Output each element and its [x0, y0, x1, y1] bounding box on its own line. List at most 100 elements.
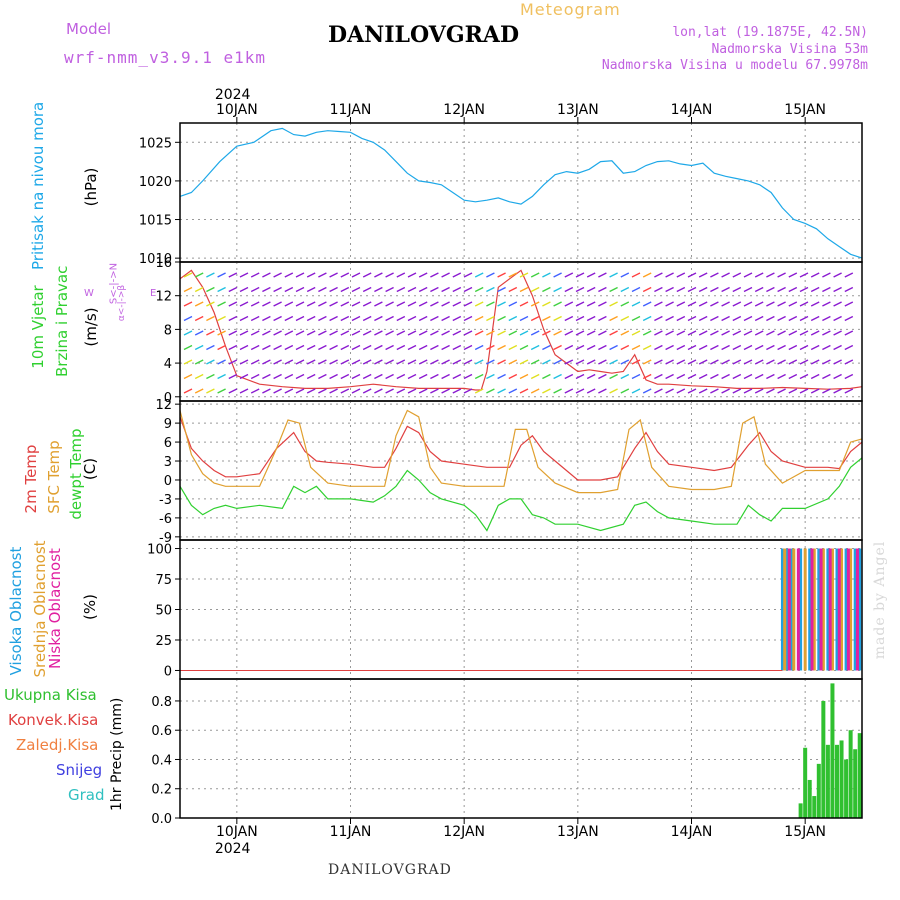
wind-arrow	[743, 388, 753, 394]
wind-arrow	[609, 359, 618, 365]
wind-arrow	[418, 330, 428, 336]
bar-cloud_high	[826, 548, 830, 671]
series-line-sfc_temp	[179, 409, 863, 494]
wind-arrow	[687, 344, 697, 351]
wind-arrow	[687, 359, 697, 365]
wind-arrow	[508, 373, 518, 380]
wind-arrow	[676, 344, 686, 351]
day-label-bottom: 14JAN	[671, 824, 713, 840]
wind-arrow	[194, 286, 204, 293]
wind-arrow	[609, 301, 618, 307]
y-tick-label: 1010	[139, 252, 172, 267]
wind-arrow	[721, 330, 730, 336]
wind-arrow	[374, 344, 383, 351]
bottom-title: DANILOVGRAD	[328, 862, 452, 878]
bar-cloud_mid	[783, 548, 787, 671]
bar-cloud_high	[785, 548, 789, 671]
wind-arrow	[217, 272, 226, 278]
wind-arrow	[239, 330, 249, 336]
wind-arrow	[698, 359, 708, 365]
wind-arrow	[530, 286, 540, 293]
wind-arrow	[553, 373, 562, 380]
wind-arrow	[810, 272, 820, 278]
wind-arrow	[687, 272, 697, 278]
day-label-top: 11JAN	[330, 102, 372, 118]
wind-arrow	[329, 330, 338, 336]
wind-arrow	[654, 301, 663, 307]
wind-arrow	[362, 373, 372, 380]
wind-arrow	[766, 373, 775, 380]
wind-arrow	[676, 359, 686, 365]
wind-arrow	[553, 388, 562, 394]
bar-precip_total	[821, 700, 826, 818]
wind-arrow	[743, 272, 753, 278]
wind-arrow	[497, 344, 506, 351]
wind-arrow	[306, 272, 316, 278]
wind-arrow	[239, 286, 249, 293]
day-label-bottom: 13JAN	[557, 824, 599, 840]
wind-arrow	[777, 272, 786, 278]
wind-arrow	[642, 330, 652, 336]
wind-arrow	[788, 330, 798, 336]
wind-arrow	[564, 344, 574, 351]
wind-arrow	[318, 301, 327, 307]
wind-arrow	[385, 330, 394, 336]
bar-cloud_low	[810, 548, 814, 671]
wind-arrow	[777, 359, 786, 365]
wind-arrow	[474, 286, 484, 293]
wind-arrow	[407, 373, 417, 380]
wind-arrow	[430, 388, 439, 394]
wind-arrow	[284, 286, 294, 293]
wind-arrow	[374, 388, 383, 394]
wind-arrow	[206, 301, 215, 307]
wind-arrow	[295, 330, 305, 336]
wind-arrow	[553, 272, 562, 278]
wind-arrow	[698, 344, 708, 351]
wind-arrow	[183, 344, 193, 351]
wind-arrow	[519, 330, 529, 336]
wind-arrow	[833, 286, 842, 293]
wind-arrow	[687, 373, 697, 380]
wind-arrow	[721, 388, 730, 394]
y-tick-label: 75	[155, 573, 172, 588]
wind-arrow	[306, 388, 316, 394]
bar-cloud_low	[819, 548, 823, 671]
wind-arrow	[250, 330, 260, 336]
wind-arrow	[306, 344, 316, 351]
day-label-bottom: 11JAN	[330, 824, 372, 840]
wind-arrow	[766, 286, 775, 293]
wind-arrow	[732, 330, 742, 336]
wind-arrow	[687, 301, 697, 307]
wind-arrow	[788, 272, 798, 278]
wind-arrow	[340, 315, 350, 322]
wind-arrow	[620, 344, 630, 351]
wind-arrow	[754, 286, 764, 293]
wind-arrow	[542, 373, 551, 380]
wind-arrow	[810, 359, 820, 365]
wind-arrow	[530, 373, 540, 380]
wind-arrow	[250, 359, 260, 365]
bar-precip_total	[807, 779, 812, 818]
wind-arrow	[407, 359, 417, 365]
wind-arrow	[586, 286, 596, 293]
wind-arrow	[329, 344, 338, 351]
wind-arrow	[306, 315, 316, 322]
wind-arrow	[284, 330, 294, 336]
wind-arrow	[542, 315, 551, 322]
wind-arrow	[654, 344, 663, 351]
wind-arrow	[340, 359, 350, 365]
y-tick-label: 4	[164, 357, 172, 372]
wind-arrow	[564, 301, 574, 307]
wind-arrow	[732, 359, 742, 365]
precip-hail-label: Grad	[68, 786, 105, 804]
bar-cloud_high	[780, 548, 784, 671]
wind-arrow	[631, 330, 641, 336]
wind-arrow	[351, 388, 361, 394]
wind-arrow	[766, 330, 775, 336]
wind-arrow	[206, 388, 215, 394]
wind-arrow	[396, 301, 406, 307]
wind-arrow	[418, 373, 428, 380]
wind-arrow	[564, 388, 574, 394]
wind-arrow	[239, 373, 249, 380]
bar-precip_total	[803, 747, 808, 818]
